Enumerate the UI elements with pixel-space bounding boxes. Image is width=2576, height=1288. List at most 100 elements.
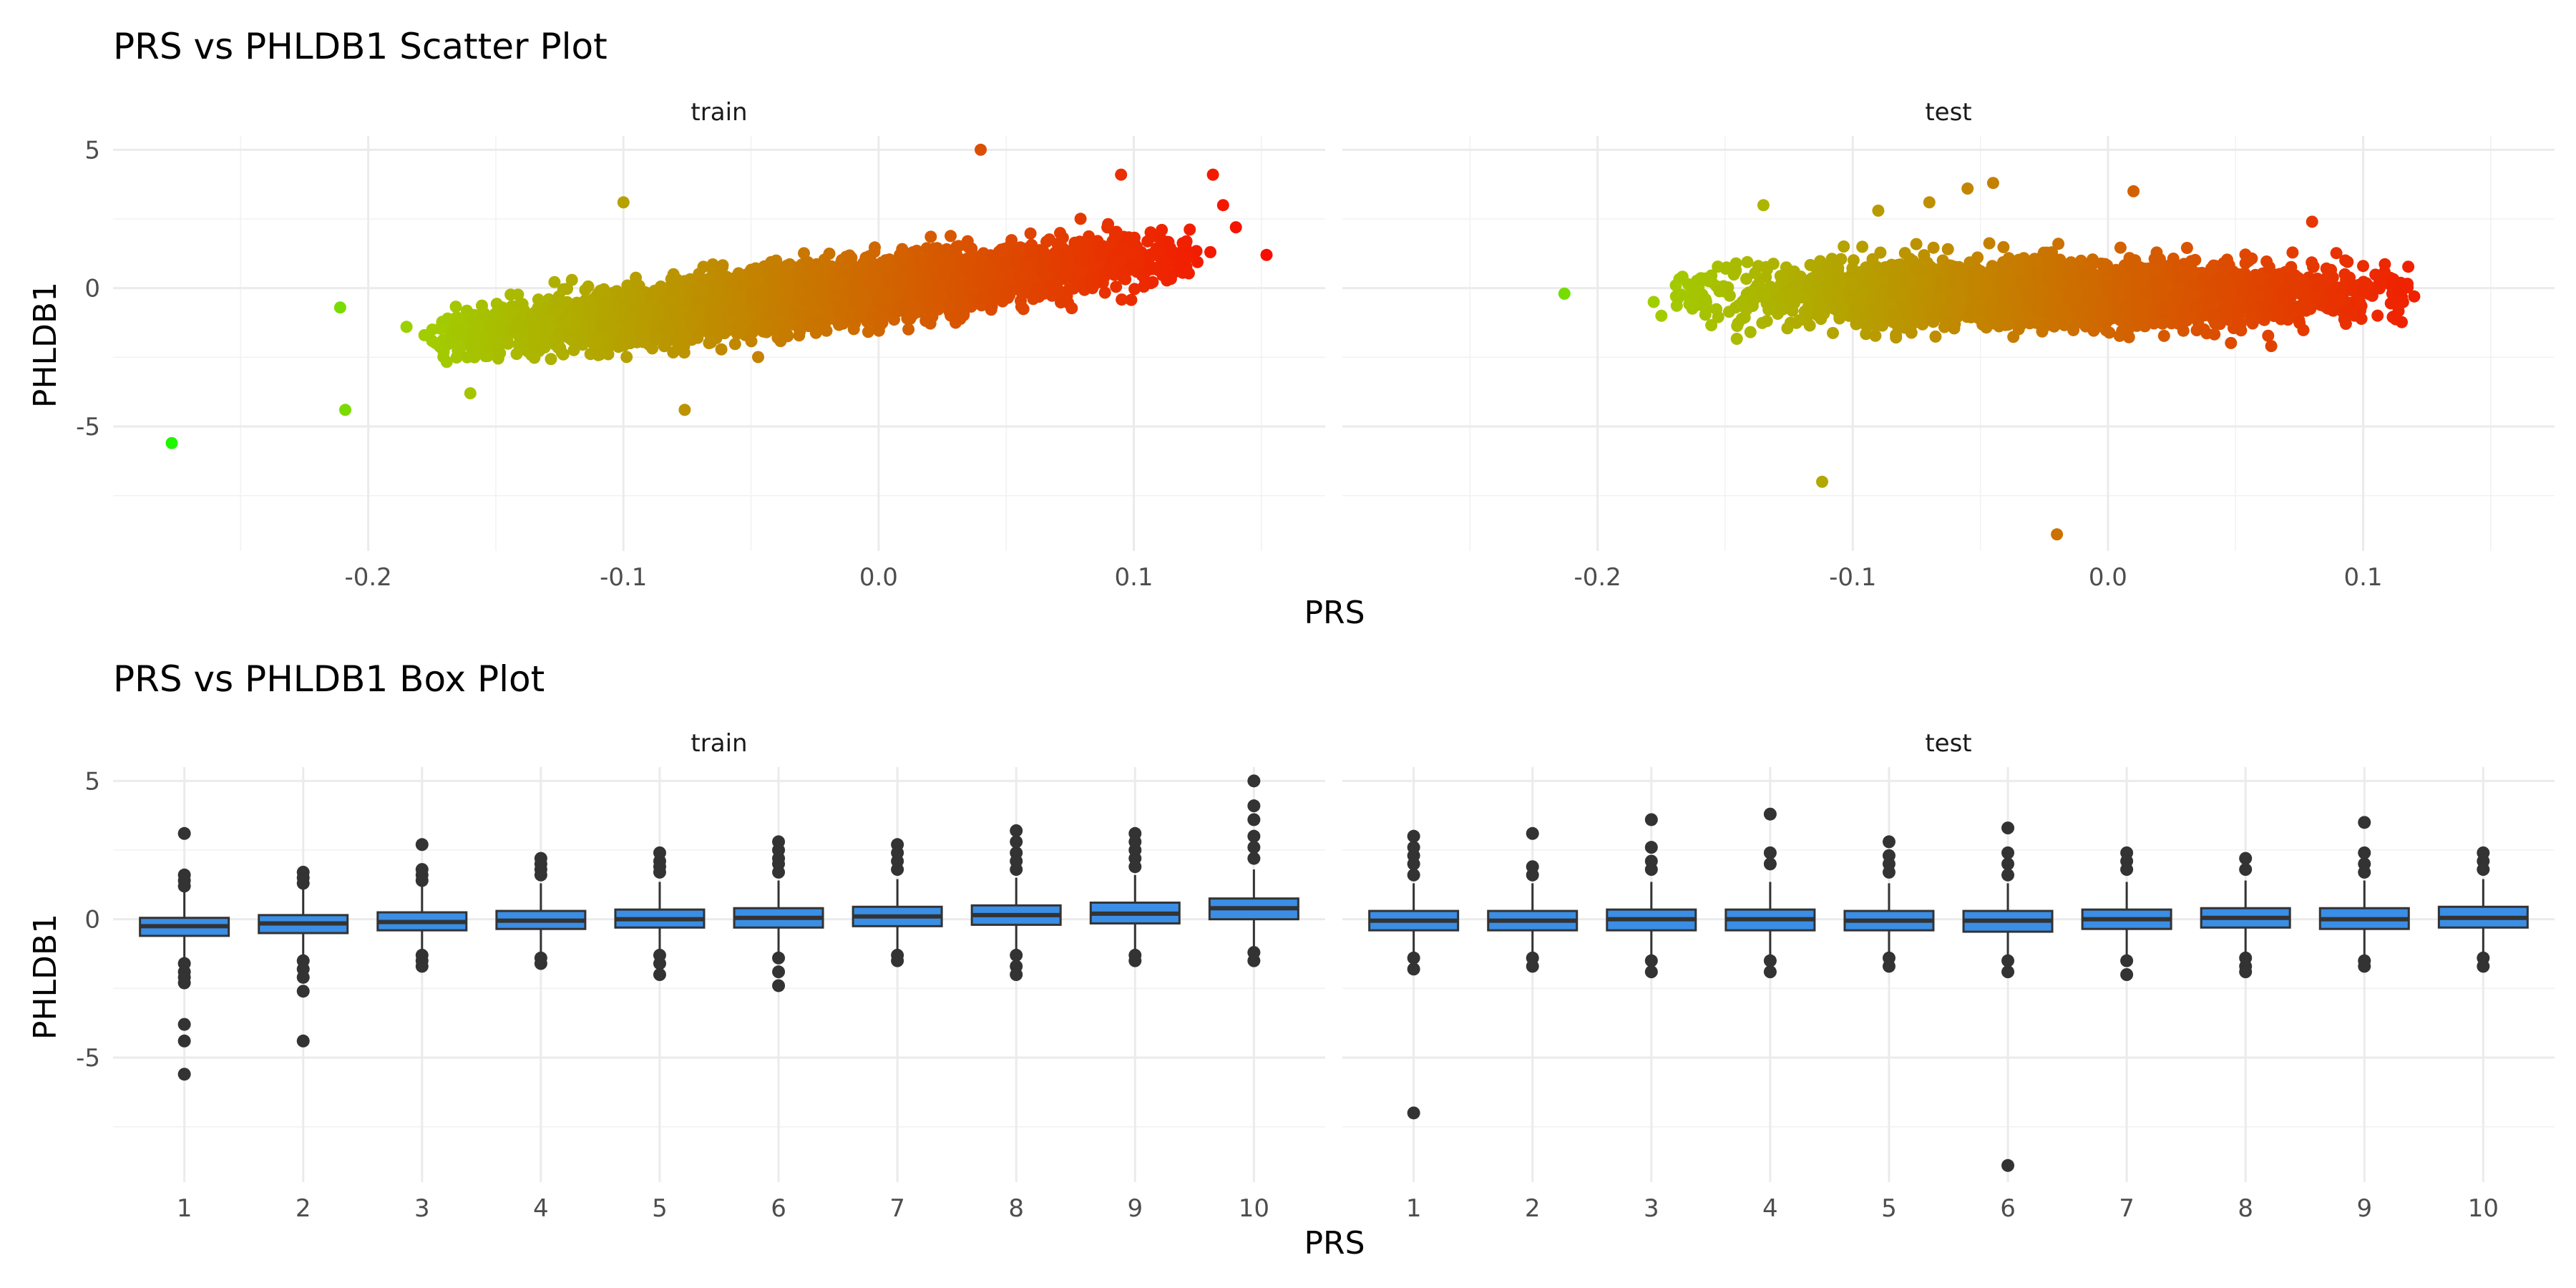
scatter-point xyxy=(728,338,741,351)
scatter-point xyxy=(653,285,665,298)
scatter-point xyxy=(1026,245,1039,258)
scatter-point xyxy=(473,320,486,332)
scatter-point xyxy=(1074,213,1087,225)
scatter-point xyxy=(752,351,764,364)
scatter-point xyxy=(696,284,708,297)
scatter-point xyxy=(716,261,728,274)
scatter-point xyxy=(1128,283,1141,296)
scatter-point xyxy=(620,328,633,341)
scatter-point xyxy=(924,299,937,312)
scatter-point xyxy=(545,353,557,366)
scatter-point xyxy=(594,348,607,361)
scatter-point xyxy=(585,303,597,316)
scatter-point xyxy=(444,336,457,348)
scatter-point xyxy=(560,316,573,328)
scatter-strip-train: train xyxy=(691,98,747,127)
scatter-point xyxy=(1058,246,1070,259)
scatter-point xyxy=(1176,237,1189,250)
scatter-point xyxy=(669,312,682,325)
scatter-point xyxy=(548,275,561,288)
scatter-point xyxy=(636,328,649,341)
scatter-point xyxy=(862,326,874,338)
scatter-point xyxy=(667,346,680,358)
scatter-point xyxy=(429,336,442,349)
scatter-point xyxy=(850,278,863,291)
scatter-point xyxy=(1080,237,1092,249)
scatter-point xyxy=(507,306,519,318)
scatter-point xyxy=(1065,302,1078,315)
scatter-point xyxy=(650,310,663,323)
scatter-point xyxy=(1113,255,1126,268)
scatter-point xyxy=(697,260,710,273)
scatter-point xyxy=(1086,272,1099,285)
scatter-point xyxy=(482,350,494,362)
scatter-point xyxy=(625,292,638,305)
scatter-point xyxy=(945,282,957,295)
scatter-point xyxy=(835,256,848,268)
scatter-point xyxy=(494,347,507,359)
scatter-point xyxy=(576,338,589,351)
scatter-point xyxy=(591,336,604,349)
scatter-point xyxy=(818,296,831,308)
scatter-point xyxy=(822,313,835,326)
scatter-point xyxy=(528,351,541,364)
scatter-point xyxy=(849,291,862,303)
scatter-point xyxy=(450,311,463,323)
scatter-point xyxy=(931,242,944,255)
scatter-point xyxy=(710,324,722,337)
scatter-point xyxy=(1050,256,1063,269)
scatter-point xyxy=(997,258,1010,271)
scatter-point xyxy=(452,325,464,337)
scatter-point xyxy=(1184,223,1196,236)
scatter-point xyxy=(525,318,537,331)
scatter-point xyxy=(793,329,806,342)
scatter-point xyxy=(1153,230,1166,243)
scatter-point xyxy=(745,296,758,308)
scatter-point xyxy=(1015,301,1028,313)
scatter-point xyxy=(1144,260,1157,273)
scatter-point xyxy=(434,322,447,335)
scatter-point xyxy=(692,295,705,308)
scatter-point xyxy=(902,323,915,336)
scatter-point xyxy=(1005,234,1018,247)
scatter-point xyxy=(674,336,687,349)
scatter-point xyxy=(1116,293,1128,306)
scatter-point xyxy=(962,240,975,253)
scatter-point xyxy=(441,312,454,325)
scatter-point xyxy=(658,322,670,335)
scatter-title: PRS vs PHLDB1 Scatter Plot xyxy=(113,26,608,67)
scatter-point xyxy=(560,296,572,309)
scatter-point xyxy=(1024,227,1037,240)
scatter-point xyxy=(818,253,831,266)
scatter-point xyxy=(932,283,945,296)
scatter-point xyxy=(829,279,842,291)
scatter-point xyxy=(869,241,881,254)
scatter-point xyxy=(961,264,974,277)
scatter-point xyxy=(670,280,682,293)
scatter-train-points xyxy=(165,143,1273,449)
scatter-point xyxy=(912,255,925,268)
scatter-point xyxy=(872,324,885,337)
scatter-point xyxy=(937,270,950,283)
scatter-point xyxy=(765,255,778,268)
scatter-point xyxy=(466,328,478,341)
scatter-point xyxy=(667,268,680,280)
scatter-point xyxy=(1040,235,1053,248)
scatter-point xyxy=(944,297,957,310)
scatter-point xyxy=(1110,280,1123,293)
scatter-point xyxy=(1123,231,1136,244)
scatter-point xyxy=(620,308,633,321)
scatter-point xyxy=(597,299,610,312)
scatter-point xyxy=(897,252,909,265)
scatter-point xyxy=(854,310,867,323)
scatter-point xyxy=(1131,256,1144,268)
scatter-point xyxy=(781,261,794,274)
scatter-point xyxy=(1037,245,1050,258)
scatter-point xyxy=(1139,274,1152,287)
scatter-point xyxy=(914,270,927,283)
scatter-point xyxy=(454,341,467,354)
scatter-point xyxy=(706,258,719,270)
scatter-point xyxy=(504,288,517,301)
scatter-point xyxy=(727,277,739,290)
scatter-point xyxy=(1125,293,1138,306)
